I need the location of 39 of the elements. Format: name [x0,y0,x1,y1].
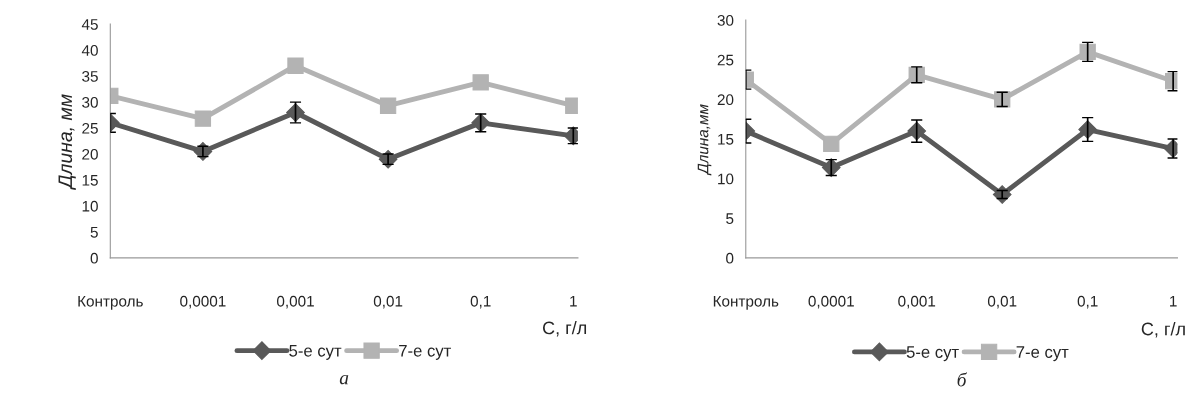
y-tick-label: 45 [81,19,98,30]
y-tick-label: 40 [81,45,98,56]
y-tick-label: 10 [718,173,734,185]
x-tick-label: 0,01 [373,295,403,309]
x-tick-label: Контроль [78,295,143,310]
x-tick-label: 0,1 [1077,295,1098,309]
y-tick-label: 15 [82,175,98,186]
legend-label: 5-е сут [906,346,959,362]
y-tick-label: 35 [82,70,98,82]
x-tick-label: 0,01 [987,295,1017,309]
y-tick-label: 20 [82,148,98,160]
y-tick-label: 30 [717,15,734,26]
x-tick-label: 0,0001 [808,295,854,309]
x-axis-title: C, г/л [1141,322,1185,338]
x-tick-label: 0,001 [276,295,314,309]
x-tick-label: Контроль [713,295,779,310]
y-tick-label: 25 [717,54,734,66]
x-tick-label: 0,1 [470,295,491,309]
legend-label: 7-е сут [399,345,452,360]
y-axis-title: Длина,мм [697,104,712,176]
y-tick-label: 15 [718,134,734,145]
text: б [957,372,968,387]
text: а [339,374,349,385]
x-tick-label: 0,001 [898,295,936,309]
legend-label: 7-е сут [1016,346,1069,362]
x-axis-title: C, г/л [542,321,587,337]
y-axis-title: Длина, мм [58,94,76,191]
x-tick-label: 1 [570,295,577,307]
legend-label: 5-е сут [289,345,342,360]
y-tick-label: 0 [90,252,98,264]
y-tick-label: 10 [82,200,98,212]
y-tick-label: 25 [82,122,98,134]
y-tick-label: 0 [726,252,734,264]
y-tick-label: 20 [717,94,734,106]
x-tick-label: 0,0001 [180,295,226,309]
y-tick-label: 30 [82,96,98,108]
x-tick-label: 1 [1170,295,1177,307]
y-tick-label: 5 [90,226,98,238]
y-tick-label: 5 [726,213,734,224]
